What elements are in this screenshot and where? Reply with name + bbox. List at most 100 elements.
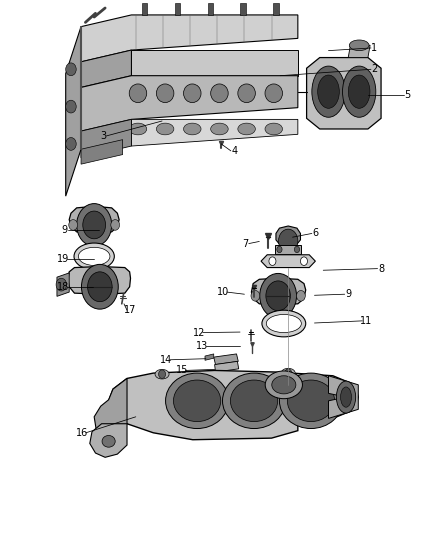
Ellipse shape <box>262 310 306 337</box>
Polygon shape <box>273 3 279 15</box>
Ellipse shape <box>336 381 356 413</box>
Text: 12: 12 <box>193 328 205 337</box>
Ellipse shape <box>211 84 228 102</box>
Text: 5: 5 <box>404 90 410 100</box>
Ellipse shape <box>343 66 376 117</box>
Polygon shape <box>328 376 358 418</box>
Polygon shape <box>94 378 127 438</box>
Polygon shape <box>275 245 301 254</box>
Ellipse shape <box>129 84 147 102</box>
Polygon shape <box>261 255 315 268</box>
Ellipse shape <box>279 373 343 429</box>
Text: 4: 4 <box>231 146 237 156</box>
Ellipse shape <box>318 75 339 108</box>
Circle shape <box>66 100 76 113</box>
Ellipse shape <box>156 84 174 102</box>
Circle shape <box>269 257 276 265</box>
Text: 16: 16 <box>76 428 88 438</box>
Ellipse shape <box>349 40 369 51</box>
Polygon shape <box>251 278 306 305</box>
Circle shape <box>83 211 106 239</box>
Polygon shape <box>81 119 131 158</box>
Ellipse shape <box>312 66 345 117</box>
Ellipse shape <box>238 84 255 102</box>
Circle shape <box>279 229 298 253</box>
Polygon shape <box>240 3 246 15</box>
Polygon shape <box>142 3 147 15</box>
Text: 9: 9 <box>345 289 351 299</box>
Circle shape <box>251 290 260 301</box>
Text: 2: 2 <box>371 64 378 74</box>
Ellipse shape <box>230 380 278 422</box>
Text: 1: 1 <box>371 43 378 53</box>
Polygon shape <box>68 266 131 294</box>
Ellipse shape <box>287 380 335 422</box>
Text: 7: 7 <box>242 239 248 248</box>
Text: 3: 3 <box>100 131 106 141</box>
Polygon shape <box>348 45 370 58</box>
Polygon shape <box>57 273 69 296</box>
Ellipse shape <box>266 314 301 333</box>
Ellipse shape <box>166 373 229 429</box>
Polygon shape <box>175 3 180 15</box>
Circle shape <box>266 281 290 311</box>
Ellipse shape <box>223 373 286 429</box>
Circle shape <box>297 290 305 301</box>
Polygon shape <box>208 3 213 15</box>
Text: 17: 17 <box>124 305 137 315</box>
Polygon shape <box>307 58 381 129</box>
Polygon shape <box>66 27 81 196</box>
Ellipse shape <box>129 123 147 135</box>
Polygon shape <box>205 354 214 360</box>
Polygon shape <box>109 370 358 440</box>
Ellipse shape <box>265 371 302 399</box>
Text: 11: 11 <box>360 316 372 326</box>
Polygon shape <box>131 50 298 76</box>
Polygon shape <box>81 50 131 87</box>
Circle shape <box>260 273 297 318</box>
Ellipse shape <box>348 75 370 108</box>
Polygon shape <box>81 140 123 164</box>
Polygon shape <box>276 226 300 246</box>
Ellipse shape <box>281 368 295 378</box>
Polygon shape <box>81 15 298 62</box>
Ellipse shape <box>155 369 169 379</box>
Polygon shape <box>69 206 119 233</box>
Circle shape <box>69 220 78 230</box>
Text: 15: 15 <box>176 366 188 375</box>
Text: 18: 18 <box>57 282 70 292</box>
Circle shape <box>111 220 120 230</box>
Polygon shape <box>81 76 298 131</box>
Ellipse shape <box>238 123 255 135</box>
Circle shape <box>159 370 166 378</box>
Text: 10: 10 <box>217 287 230 297</box>
Polygon shape <box>131 119 298 146</box>
Text: 9: 9 <box>62 225 68 235</box>
Circle shape <box>277 246 282 253</box>
Text: 8: 8 <box>378 264 384 273</box>
Circle shape <box>66 63 76 76</box>
Polygon shape <box>215 361 239 372</box>
Ellipse shape <box>74 243 114 270</box>
Circle shape <box>285 369 292 377</box>
Ellipse shape <box>78 247 110 265</box>
Circle shape <box>300 257 307 265</box>
Circle shape <box>81 264 118 309</box>
Circle shape <box>88 272 112 302</box>
Text: 19: 19 <box>57 254 70 264</box>
Polygon shape <box>214 354 238 365</box>
Circle shape <box>56 278 67 291</box>
Ellipse shape <box>272 376 296 394</box>
Ellipse shape <box>265 84 283 102</box>
Ellipse shape <box>184 123 201 135</box>
Circle shape <box>66 138 76 150</box>
Ellipse shape <box>184 84 201 102</box>
Ellipse shape <box>156 123 174 135</box>
Ellipse shape <box>102 435 115 447</box>
Ellipse shape <box>341 387 352 407</box>
Text: 13: 13 <box>196 342 208 351</box>
Ellipse shape <box>211 123 228 135</box>
Ellipse shape <box>265 123 283 135</box>
Ellipse shape <box>173 380 221 422</box>
Circle shape <box>77 204 112 246</box>
